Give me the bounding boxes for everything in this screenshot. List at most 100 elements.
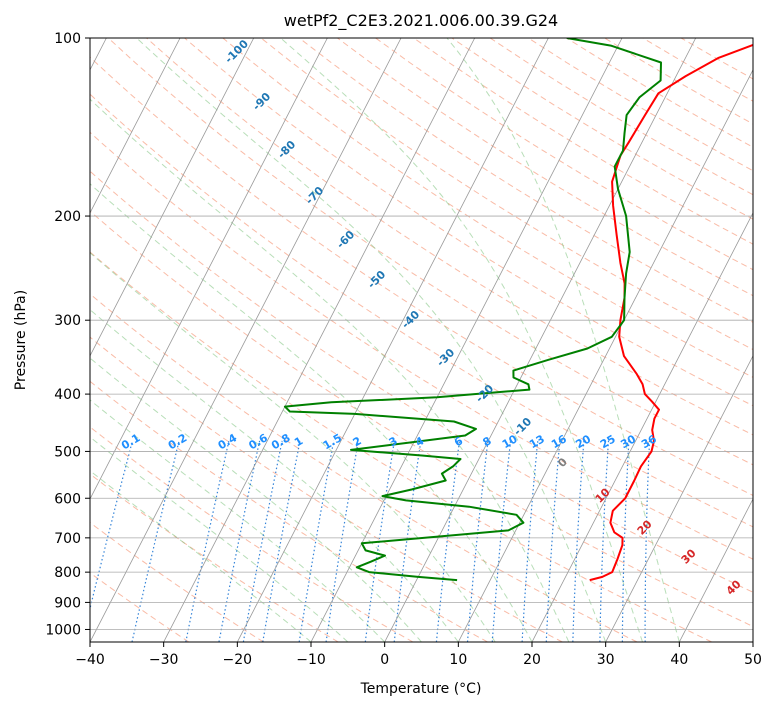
dry-adiabat-line [90,426,414,642]
mixing-ratio-label: 3 [387,434,400,449]
dry-adiabat-line [90,251,712,642]
mixing-ratio-label: 0.4 [216,431,240,452]
isotherm-line [384,38,697,642]
x-tick-label: 40 [670,652,688,668]
mixing-ratio-label: 36 [639,432,659,451]
dry-adiabat-line [260,38,753,351]
x-tick-label: −40 [75,652,105,668]
y-tick-label: 300 [54,313,81,329]
dewpoint-profile-line [283,38,662,582]
x-tick-label: −10 [296,652,326,668]
dry-adiabat-line [90,170,753,593]
moist-adiabat-line [90,470,312,642]
mixing-ratio-label: 8 [480,434,493,449]
moist-adiabat-line [90,436,349,642]
isotherm-label: -80 [275,138,298,161]
mixing-ratio-label: 13 [527,432,547,451]
mixing-ratio-line [298,440,335,642]
y-tick-label: 100 [54,31,81,47]
x-tick-label: −20 [223,652,253,668]
isotherm-line [236,38,549,642]
isotherm-label: -50 [365,268,388,291]
dry-adiabat-line [90,521,264,642]
moist-adiabat-line [136,38,607,642]
dry-adiabat-line [90,293,638,642]
dry-adiabat-line [680,38,753,80]
moist-adiabat-line [446,38,680,642]
isotherm-label: 10 [593,485,613,505]
mixing-ratio-line [185,440,230,642]
dry-adiabat-line [90,473,339,642]
x-tick-label: 20 [523,652,541,668]
moist-adiabat-line [90,252,496,642]
mixing-ratio-line [466,440,489,642]
dry-adiabat-line [642,38,753,102]
x-tick-label: 30 [597,652,615,668]
isotherm-line [605,355,753,642]
mixing-ratio-line [325,440,359,642]
dry-adiabat-line [90,93,753,528]
mixing-ratio-label: 1 [292,434,305,449]
mixing-ratio-line [599,440,610,642]
axes: −40 −30 −20 −10 0 10 20 30 40 5010020030040050060… [45,31,762,668]
dry-adiabat-line [298,38,753,323]
y-tick-label: 600 [54,491,81,507]
y-tick-label: 700 [54,531,81,547]
grid-lines [90,38,753,642]
mixing-ratio-label: 25 [598,432,618,451]
dry-adiabat-line [566,38,753,148]
chart-title: wetPf2_C2E3.2021.006.00.39.G24 [284,11,558,31]
dry-adiabat-line [107,38,753,466]
isotherm-line [90,38,328,500]
y-tick-label: 900 [54,595,81,611]
dry-adiabat-line [90,131,753,560]
mixing-ratio-line [435,440,461,642]
dry-adiabat-line [90,210,753,627]
mixing-ratio-label: 0.6 [247,431,271,452]
mixing-ratio-line [644,440,651,642]
moist-adiabat-line [280,38,643,642]
moist-adiabat-line [90,98,570,642]
isotherm-label: 20 [635,517,655,537]
profile-series [283,38,753,582]
isotherm-label: -10 [511,415,534,438]
mixing-ratio-label: 4 [413,434,426,449]
y-tick-label: 800 [54,565,81,581]
isotherm-label: -30 [434,346,457,369]
x-tick-label: 50 [744,652,762,668]
x-tick-label: 10 [449,652,467,668]
plot-frame [89,37,754,643]
mixing-ratio-line [393,440,422,642]
dry-adiabat-line [337,38,753,297]
mixing-ratio-line [364,440,395,642]
mixing-ratio-line [242,440,283,642]
mixing-ratio-label: 0.1 [119,431,142,452]
isotherm-label: -90 [250,90,273,113]
y-axis-label: Pressure (hPa) [13,290,29,390]
mixing-ratio-line [621,440,630,642]
mixing-ratio-label: 1.5 [321,431,344,452]
isotherm-label: -70 [303,184,326,207]
mixing-ratio-label: 2 [351,434,364,449]
mixing-ratio-line [131,440,180,642]
isotherm-label: 0 [555,455,570,470]
dry-adiabat-line [90,380,488,642]
moist-adiabat-line [90,183,533,642]
isotherm-line [531,212,753,642]
y-tick-label: 400 [54,387,81,403]
moist-adiabat-line [90,399,386,642]
mixing-ratio-line [262,440,301,642]
isotherm-line [90,38,402,642]
mixing-ratio-label: 16 [549,432,569,451]
isotherm-label: 40 [724,577,744,597]
isotherm-line [457,68,753,642]
isotherm-label: -60 [334,228,357,251]
y-tick-label: 200 [54,209,81,225]
dry-adiabat-line [489,38,753,196]
dry-adiabat-line [184,38,753,407]
mixing-ratio-line [491,440,512,642]
isotherm-line [163,38,476,642]
mixing-ratio-line [521,440,539,642]
isotherm-label: 30 [679,546,699,566]
isotherm-line [752,641,753,642]
